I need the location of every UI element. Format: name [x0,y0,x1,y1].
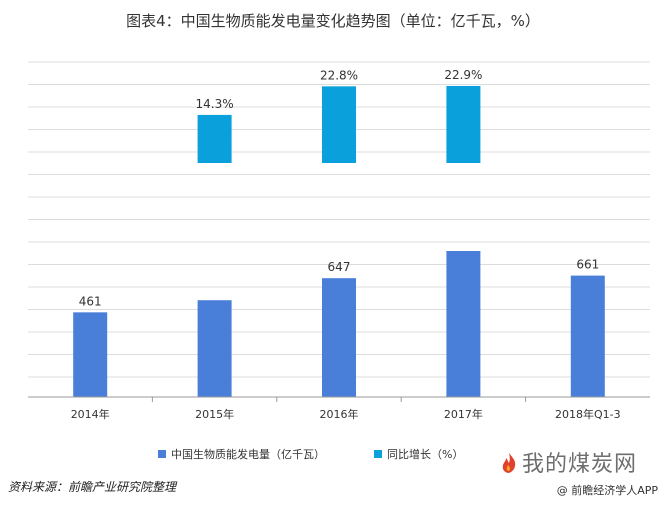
data-label-growth: 22.8% [320,68,358,82]
flame-icon [502,453,516,473]
data-label-generation: 647 [328,260,351,274]
x-tick-label: 2017年 [444,407,483,421]
data-label-growth: 14.3% [196,97,234,111]
growth-bars [197,86,481,163]
bar-generation [197,300,232,397]
bar-generation [73,312,108,397]
legend-label-growth: 同比增长（%） [387,448,464,461]
bar-generation [322,278,356,397]
legend-swatch-growth [374,450,382,458]
x-tick-label: 2015年 [195,407,234,421]
legend-swatch-generation [158,450,166,458]
bar-generation [446,251,481,397]
legend-item-growth: 同比增长（%） [374,446,463,462]
bar-growth [197,114,232,163]
watermark-brand-text: 我的煤炭网 [522,452,638,477]
x-tick-label: 2014年 [71,407,110,421]
legend-item-generation: 中国生物质能发电量（亿千瓦） [158,446,325,462]
watermark-app: @ 前瞻经济学人APP [556,484,658,497]
data-label-growth: 22.9% [444,68,482,82]
x-tick-label: 2016年 [320,407,359,421]
chart-canvas: 461 647 661 14.3% 22.8% 22.9% 2014年 2015年 2016年… [28,61,650,421]
generation-bars [73,251,605,397]
data-label-generation: 661 [576,258,599,272]
x-tick-label: 2018年Q1-3 [555,407,621,421]
chart-title: 图表4：中国生物质能发电量变化趋势图（单位：亿千瓦，%） [126,12,540,30]
bar-growth [322,86,356,163]
x-axis: 2014年 2015年 2016年 2017年 2018年Q1-3 [28,396,650,421]
bar-growth [446,86,481,163]
legend-label-generation: 中国生物质能发电量（亿千瓦） [171,448,325,461]
data-labels: 461 647 661 14.3% 22.8% 22.9% [79,68,600,308]
bar-generation [570,275,605,397]
source-note: 资料来源：前瞻产业研究院整理 [8,480,177,494]
watermark-brand: 我的煤炭网 [500,446,637,478]
data-label-generation: 461 [79,294,102,308]
